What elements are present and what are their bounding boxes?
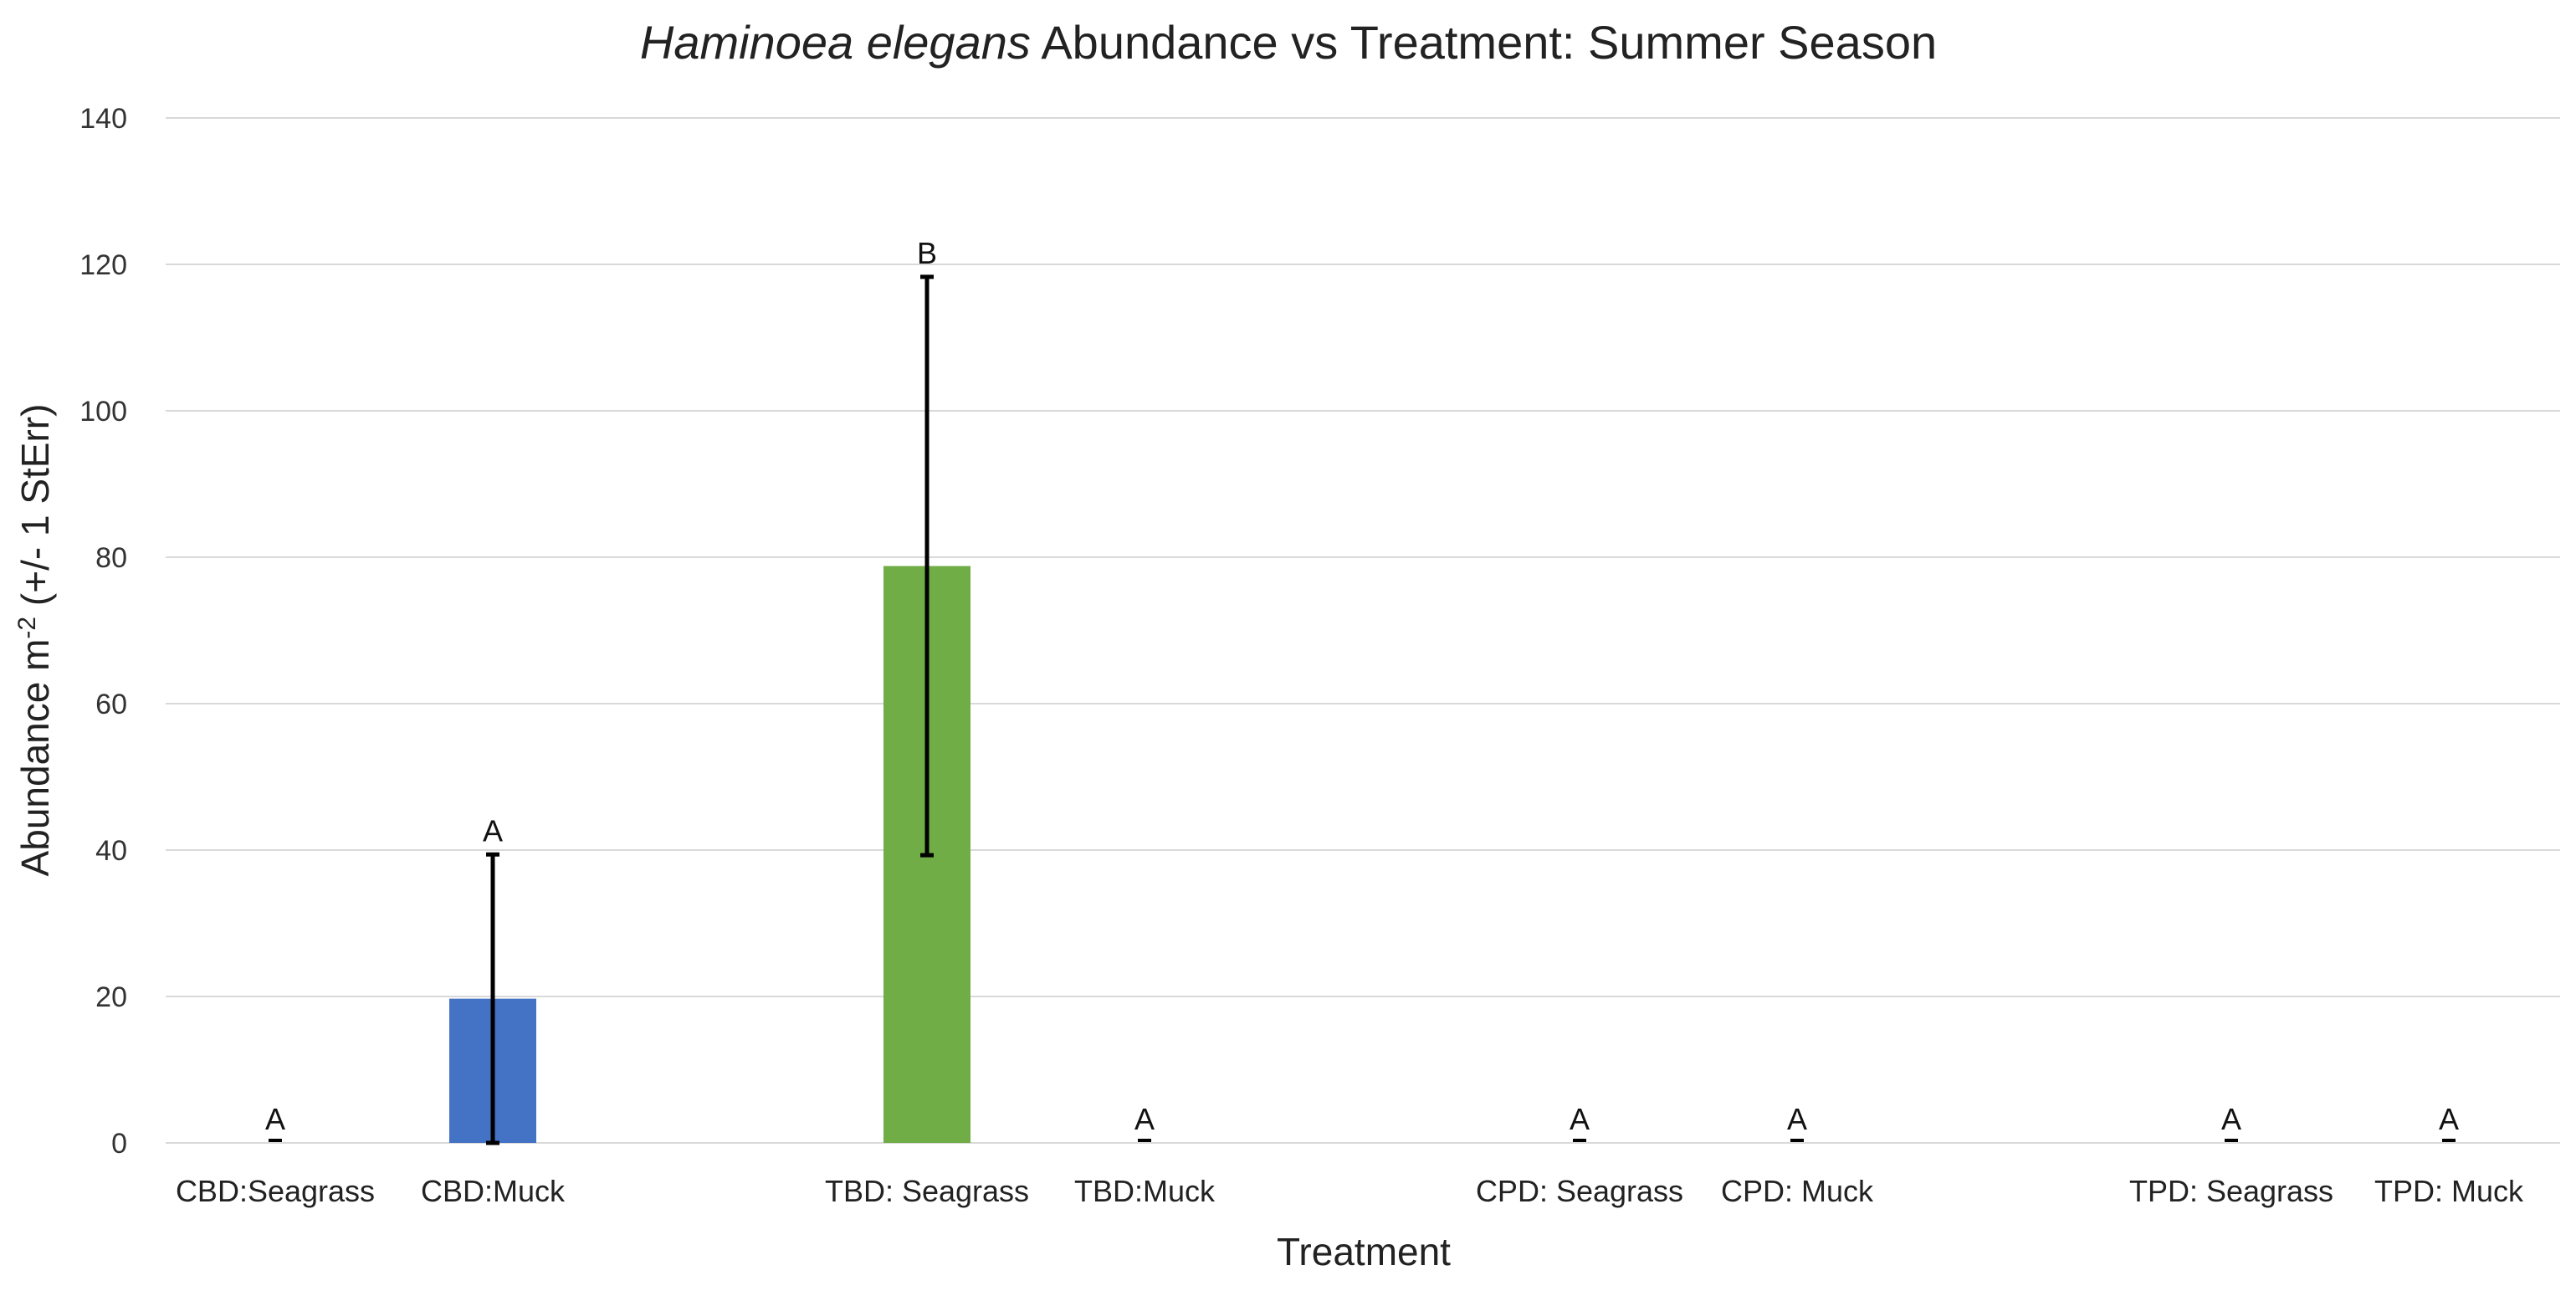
significance-label: A bbox=[1134, 1102, 1155, 1136]
significance-label: A bbox=[265, 1102, 285, 1136]
chart-title-rest: Abundance vs Treatment: Summer Season bbox=[1031, 16, 1937, 69]
chart-title-species: Haminoea elegans bbox=[640, 16, 1031, 69]
significance-labels: A A B A A A A A bbox=[265, 236, 2459, 1136]
significance-label: A bbox=[2439, 1102, 2459, 1136]
category-label: CBD:Seagrass bbox=[176, 1174, 375, 1208]
bars bbox=[449, 566, 970, 1143]
y-axis-title: Abundance m-2 (+/- 1 StErr) bbox=[13, 404, 57, 877]
y-tick-label: 0 bbox=[111, 1128, 127, 1160]
chart-title: Haminoea elegans Abundance vs Treatment:… bbox=[640, 16, 1937, 69]
y-tick-label: 80 bbox=[95, 542, 127, 574]
significance-label: A bbox=[483, 813, 503, 848]
category-label: CPD: Seagrass bbox=[1476, 1174, 1683, 1208]
y-axis-title-superscript: -2 bbox=[13, 617, 41, 639]
category-label: TPD: Seagrass bbox=[2129, 1174, 2333, 1208]
category-labels: CBD:Seagrass CBD:Muck TBD: Seagrass TBD:Muc… bbox=[176, 1174, 2524, 1208]
y-tick-label: 40 bbox=[95, 835, 127, 867]
y-tick-label: 20 bbox=[95, 981, 127, 1013]
category-label: TBD:Muck bbox=[1074, 1174, 1216, 1208]
category-label: TBD: Seagrass bbox=[825, 1174, 1029, 1208]
y-tick-labels: 0 20 40 60 80 100 120 140 bbox=[79, 103, 127, 1160]
y-axis-title-suffix: (+/- 1 StErr) bbox=[13, 404, 57, 617]
gridlines bbox=[166, 117, 2560, 1144]
error-bars bbox=[269, 274, 2456, 1145]
significance-label: A bbox=[1787, 1102, 1807, 1136]
category-label: CPD: Muck bbox=[1721, 1174, 1874, 1208]
y-tick-label: 140 bbox=[79, 103, 127, 135]
y-tick-label: 60 bbox=[95, 689, 127, 720]
y-tick-label: 120 bbox=[79, 249, 127, 281]
category-label: CBD:Muck bbox=[421, 1174, 566, 1208]
category-label: TPD: Muck bbox=[2374, 1174, 2524, 1208]
significance-label: A bbox=[2221, 1102, 2241, 1136]
significance-label: A bbox=[1570, 1102, 1590, 1136]
y-axis-title-main: Abundance m bbox=[13, 639, 57, 877]
significance-label: B bbox=[917, 236, 937, 270]
x-axis-title: Treatment bbox=[1277, 1230, 1451, 1273]
y-tick-label: 100 bbox=[79, 396, 127, 428]
